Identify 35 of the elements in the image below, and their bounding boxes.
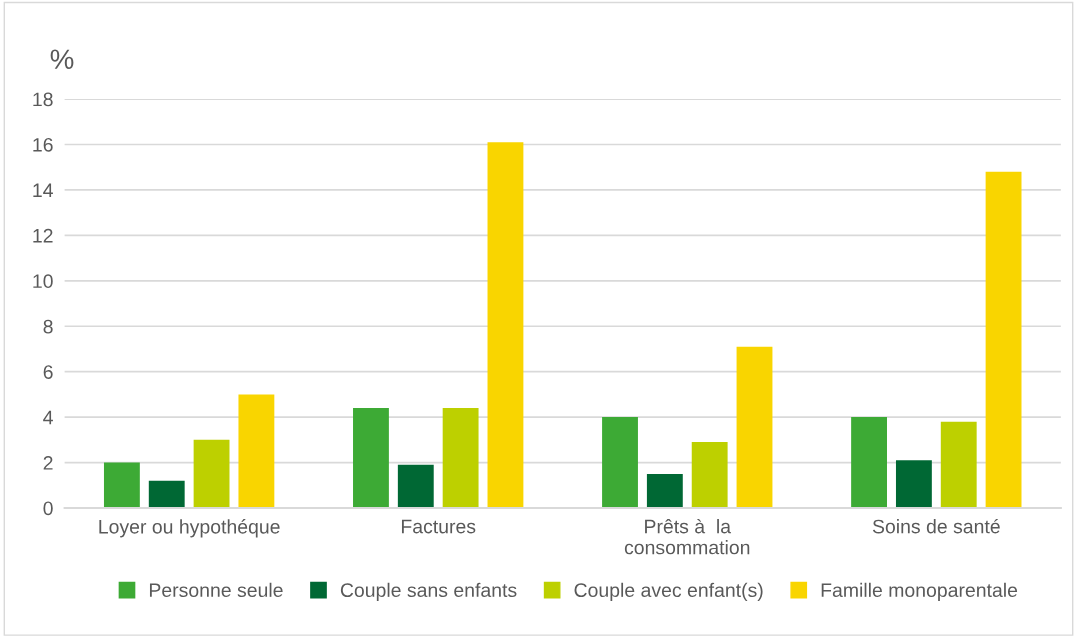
bar	[691, 442, 728, 508]
bar	[193, 439, 230, 508]
bar	[602, 417, 638, 508]
y-tick-label: 2	[43, 456, 53, 470]
x-tick-label: Soins de santé	[872, 518, 1000, 534]
x-tick-label: Loyer ou hypothéque	[99, 519, 280, 538]
bar	[442, 408, 479, 508]
legend-label: Famille monoparentale	[821, 582, 1018, 601]
bar	[238, 394, 275, 508]
bar	[985, 171, 1022, 508]
x-tick-label: Prêts à la consommation	[624, 518, 750, 555]
y-tick-label: 8	[43, 319, 53, 334]
y-axis-title: %	[50, 49, 74, 69]
legend-label: Couple avec enfant(s)	[574, 582, 763, 601]
bar	[487, 142, 524, 508]
y-tick-label: 14	[33, 183, 53, 197]
bar	[148, 480, 185, 508]
bar	[646, 473, 683, 508]
y-tick-label: 6	[43, 365, 53, 379]
bar	[940, 421, 977, 508]
y-tick-label: 0	[43, 501, 53, 516]
x-tick-label: Factures	[401, 519, 476, 534]
y-tick-label: 16	[33, 137, 53, 152]
legend-label: Couple sans enfants	[340, 582, 517, 601]
bar	[103, 462, 140, 508]
legend-label: Personne seule	[149, 582, 283, 598]
bar	[397, 464, 434, 508]
bar	[736, 346, 773, 508]
y-tick-label: 18	[33, 92, 53, 107]
y-tick-label: 10	[33, 274, 53, 289]
bar	[851, 417, 887, 508]
bar	[353, 408, 389, 508]
y-tick-label: 4	[43, 410, 53, 425]
bar	[895, 460, 932, 508]
y-tick-label: 12	[33, 228, 53, 243]
